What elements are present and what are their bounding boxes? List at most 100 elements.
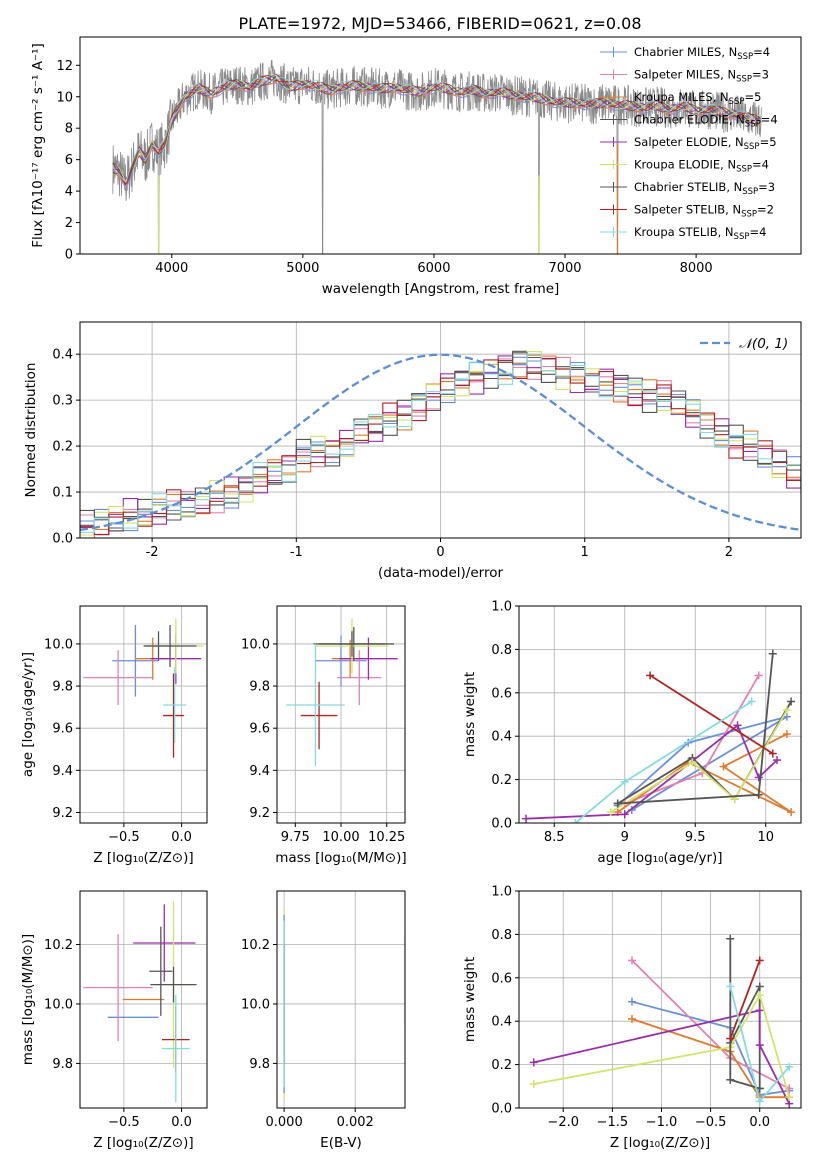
y-tick-label: 0.0 [491,817,512,832]
weight-marker [620,810,629,819]
y-tick-label: 10.2 [241,938,270,953]
y-axis-label: mass [log₁₀(M/M⊙)] [20,934,36,1065]
axes-frame [518,605,802,824]
legend-entry: Kroupa MILES, NSSP=5 [634,90,761,107]
x-axis-label: Z [log₁₀(Z/Z⊙)] [610,1135,710,1151]
y-tick-label: 4 [65,185,73,200]
weight_vs_z-panel: −2.0 −1.5 −1.0 −0.5 0.0 0.0 0.2 0.4 0.6 0.8 1.0 Z [… [462,885,802,1151]
y-tick-label: 0.2 [491,1058,512,1073]
weight-marker [755,956,764,965]
y-tick-label: 9.8 [249,680,270,695]
legend-entry: 𝒩(0, 1) [739,336,788,352]
errorbar [112,624,159,697]
y-tick-label: 10.2 [44,938,73,953]
x-tick-label: −1.5 [597,1115,629,1130]
axes-frame [276,890,406,1109]
errorbar [149,926,173,1016]
spectrum-marks [112,60,763,254]
legend-entry: Salpeter ELODIE, NSSP=5 [634,135,777,152]
y-tick-label: 1.0 [491,885,512,900]
x-tick-label: 0.0 [171,830,192,845]
y-tick-label: 0.8 [491,928,512,943]
y-tick-label: 9.4 [52,764,73,779]
x-tick-label: 10.25 [368,830,405,845]
y-tick-label: 0.8 [491,643,512,658]
y-tick-label: 10.0 [44,637,73,652]
x-tick-label: 9.5 [685,830,706,845]
weight-series [649,674,774,755]
residual-histogram-kroupa-miles [80,354,801,538]
weight-marker [529,1080,538,1089]
weight_vs_z-marks [529,934,794,1108]
y-tick-label: 8 [65,122,73,137]
x-tick-label: 0.0 [171,1115,192,1130]
legend-entry: Chabrier STELIB, NSSP=3 [634,180,775,197]
x-tick-label: −0.5 [108,1115,140,1130]
errorbar [83,650,153,706]
y-tick-label: 1.0 [491,600,512,615]
y-tick-label: 10 [56,90,73,105]
x-tick-label: -1 [290,545,303,560]
weight-marker [782,730,791,739]
model-spectrum-kroupa-miles [112,79,762,185]
x-tick-label: 9 [621,830,629,845]
weight-series [533,1009,791,1105]
age_vs_z-panel: −0.5 0.0 9.2 9.4 9.6 9.8 10.0 Z [log₁₀(Z/Z⊙)] ag… [20,605,208,866]
spectrum-panel: 4000 5000 6000 7000 8000 0 2 4 6 8 10 12 wavelength … [30,36,802,297]
mass_vs_ebv-panel: 0.000 0.002 9.8 10.0 10.2 E(B-V) [241,890,406,1151]
y-tick-label: 9.8 [249,1057,270,1072]
weight-marker [627,997,636,1006]
x-tick-label: 2 [725,545,733,560]
x-tick-label: -2 [146,545,159,560]
errorbar [319,631,385,657]
weight-marker [606,808,615,817]
weight-marker [787,808,796,817]
weight-marker [688,758,697,767]
mass_vs_z-marks [83,901,197,1103]
y-tick-label: 0.4 [52,348,73,363]
observed-spectrum [112,60,763,254]
y-axis-label: age [log₁₀(age/yr)] [20,652,36,777]
legend-entry: Chabrier MILES, NSSP=4 [634,45,770,62]
model-spectrum-salpeter-stelib [112,75,762,186]
weight-marker [755,982,764,991]
axes-frame [79,605,208,824]
y-axis-label: mass weight [462,957,478,1042]
x-axis-label: mass [log₁₀(M/M⊙)] [275,850,406,866]
normal-curve [80,353,801,532]
x-tick-label: 8.5 [544,830,565,845]
weight-marker [782,706,791,715]
x-axis-label: age [log₁₀(age/yr)] [597,850,722,866]
weight-marker [785,1062,794,1071]
x-axis-label: (data-model)/error [378,565,504,581]
weight-marker [726,1075,735,1084]
errorbar [161,995,190,1103]
x-tick-label: 10.00 [322,830,359,845]
residual-histogram-salpeter-stelib [80,357,801,535]
weight-series [610,709,788,813]
weight_vs_age-marks [522,649,796,823]
age_vs_mass-panel: 9.75 10.00 10.25 9.2 9.4 9.6 9.8 10.0 mass [log₁… [241,605,407,866]
y-tick-label: 0.6 [491,686,512,701]
panels: 4000 5000 6000 7000 8000024681012wavelength … [20,36,802,1151]
errorbar [133,904,196,982]
y-tick-label: 9.2 [249,806,270,821]
residuals-panel: -2 -1 0 1 2 0.0 0.1 0.2 0.3 0.4 (data-model)/error… [23,321,802,581]
y-tick-label: 9.6 [249,722,270,737]
weight-series [533,992,791,1098]
x-axis-label: Z [log₁₀(Z/Z⊙)] [93,1135,193,1151]
y-tick-label: 9.8 [52,680,73,695]
weight-marker [787,697,796,706]
y-tick-label: 0.4 [491,730,512,745]
y-tick-label: 6 [65,153,73,168]
y-tick-label: 0.1 [52,486,73,501]
spectrum-legend: Chabrier MILES, NSSP=4 Salpeter MILES, NS… [600,45,778,242]
errorbar [83,934,153,1042]
x-axis-label: Z [log₁₀(Z/Z⊙)] [93,850,193,866]
x-axis-label: wavelength [Angstrom, rest frame] [322,281,560,297]
x-tick-label: 4000 [155,261,188,276]
weight-marker [620,777,629,786]
x-tick-label: 6000 [417,261,450,276]
legend-entry: Chabrier ELODIE, NSSP=4 [634,113,778,130]
weight-series [574,700,753,823]
